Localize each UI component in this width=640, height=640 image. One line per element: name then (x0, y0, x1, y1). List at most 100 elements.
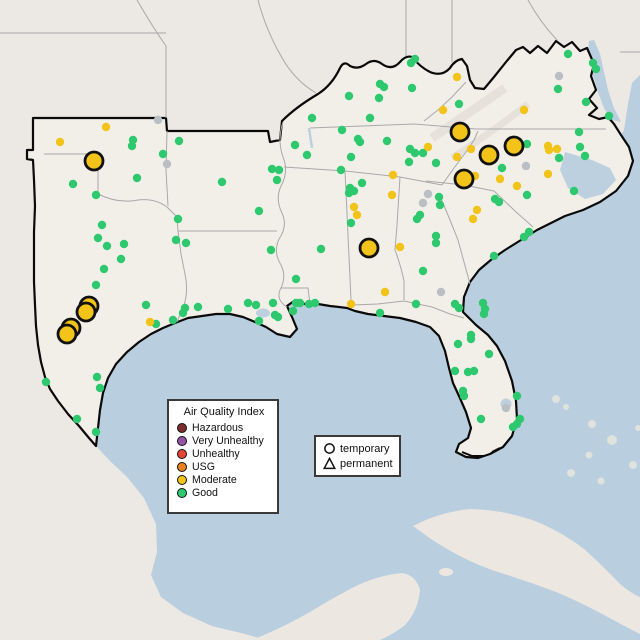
monitor-dot-good[interactable] (267, 164, 277, 174)
monitor-dot-moderate[interactable] (452, 152, 462, 162)
temporary-monitor-moderate[interactable] (75, 301, 97, 323)
temporary-monitor-moderate[interactable] (503, 135, 525, 157)
monitor-dot-good[interactable] (171, 235, 181, 245)
monitor-dot-good[interactable] (469, 366, 479, 376)
monitor-dot-good[interactable] (357, 178, 367, 188)
monitor-dot-good[interactable] (453, 339, 463, 349)
monitor-dot-good[interactable] (254, 316, 264, 326)
monitor-dot-good[interactable] (554, 153, 564, 163)
monitor-dot-good[interactable] (243, 298, 253, 308)
monitor-dot-good[interactable] (355, 137, 365, 147)
monitor-dot-good[interactable] (181, 238, 191, 248)
monitor-dot-good[interactable] (365, 113, 375, 123)
temporary-monitor-moderate[interactable] (449, 121, 471, 143)
monitor-dot-moderate[interactable] (512, 181, 522, 191)
monitor-dot-good[interactable] (450, 366, 460, 376)
temporary-monitor-moderate[interactable] (453, 168, 475, 190)
temporary-monitor-moderate[interactable] (358, 237, 380, 259)
monitor-dot-moderate[interactable] (544, 145, 554, 155)
monitor-dot-good[interactable] (375, 308, 385, 318)
monitor-dot-good[interactable] (344, 188, 354, 198)
monitor-dot-good[interactable] (522, 190, 532, 200)
monitor-dot-good[interactable] (95, 383, 105, 393)
monitor-dot-good[interactable] (254, 206, 264, 216)
monitor-markers[interactable] (41, 49, 614, 437)
monitor-dot-good[interactable] (93, 233, 103, 243)
monitor-dot-good[interactable] (411, 299, 421, 309)
monitor-dot-good[interactable] (569, 186, 579, 196)
monitor-dot-good[interactable] (435, 200, 445, 210)
monitor-dot-good[interactable] (91, 280, 101, 290)
monitor-dot-good[interactable] (466, 334, 476, 344)
monitor-dot-good[interactable] (431, 158, 441, 168)
monitor-dot-moderate[interactable] (452, 72, 462, 82)
monitor-dot-good[interactable] (72, 414, 82, 424)
monitor-dot-good[interactable] (431, 231, 441, 241)
monitor-dot-good[interactable] (494, 197, 504, 207)
monitor-dot-good[interactable] (410, 148, 420, 158)
monitor-dot-nodata[interactable] (162, 159, 172, 169)
monitor-dot-moderate[interactable] (55, 137, 65, 147)
monitor-dot-good[interactable] (418, 148, 428, 158)
monitor-dot-good[interactable] (92, 372, 102, 382)
monitor-dot-good[interactable] (302, 150, 312, 160)
monitor-dot-good[interactable] (268, 298, 278, 308)
monitor-dot-nodata[interactable] (153, 115, 163, 125)
monitor-dot-good[interactable] (379, 82, 389, 92)
monitor-dot-good[interactable] (512, 391, 522, 401)
monitor-dot-good[interactable] (295, 298, 305, 308)
monitor-dot-moderate[interactable] (552, 144, 562, 154)
monitor-dot-good[interactable] (344, 91, 354, 101)
monitor-dot-moderate[interactable] (387, 190, 397, 200)
monitor-dot-good[interactable] (91, 427, 101, 437)
monitor-dot-moderate[interactable] (472, 205, 482, 215)
monitor-dot-moderate[interactable] (101, 122, 111, 132)
monitor-dot-good[interactable] (346, 152, 356, 162)
monitor-dot-moderate[interactable] (466, 144, 476, 154)
monitor-dot-nodata[interactable] (521, 161, 531, 171)
monitor-dot-moderate[interactable] (438, 105, 448, 115)
monitor-dot-good[interactable] (180, 303, 190, 313)
monitor-dot-good[interactable] (479, 309, 489, 319)
monitor-dot-good[interactable] (97, 220, 107, 230)
monitor-dot-moderate[interactable] (543, 169, 553, 179)
monitor-dot-good[interactable] (374, 93, 384, 103)
monitor-dot-moderate[interactable] (495, 174, 505, 184)
monitor-dot-moderate[interactable] (346, 299, 356, 309)
monitor-dot-good[interactable] (307, 113, 317, 123)
monitor-dot-good[interactable] (575, 142, 585, 152)
temporary-monitor-moderate[interactable] (478, 144, 500, 166)
monitor-dot-good[interactable] (266, 245, 276, 255)
monitor-dot-good[interactable] (102, 241, 112, 251)
monitor-dot-moderate[interactable] (519, 105, 529, 115)
monitor-dot-good[interactable] (168, 315, 178, 325)
monitor-dot-good[interactable] (337, 125, 347, 135)
monitor-dot-good[interactable] (476, 414, 486, 424)
monitor-dot-good[interactable] (158, 149, 168, 159)
monitor-dot-nodata[interactable] (554, 71, 564, 81)
monitor-dot-good[interactable] (407, 83, 417, 93)
monitor-dot-good[interactable] (290, 140, 300, 150)
monitor-dot-nodata[interactable] (501, 403, 511, 413)
monitor-dot-good[interactable] (489, 251, 499, 261)
monitor-dot-good[interactable] (336, 165, 346, 175)
temporary-monitor-moderate[interactable] (56, 323, 78, 345)
monitor-dot-good[interactable] (522, 139, 532, 149)
monitor-dot-good[interactable] (553, 84, 563, 94)
monitor-dot-nodata[interactable] (436, 287, 446, 297)
monitor-dot-good[interactable] (310, 298, 320, 308)
monitor-dot-good[interactable] (581, 97, 591, 107)
monitor-dot-moderate[interactable] (145, 317, 155, 327)
monitor-dot-moderate[interactable] (352, 210, 362, 220)
monitor-dot-good[interactable] (454, 303, 464, 313)
monitor-dot-good[interactable] (132, 173, 142, 183)
monitor-dot-good[interactable] (251, 300, 261, 310)
monitor-dot-nodata[interactable] (418, 198, 428, 208)
monitor-dot-moderate[interactable] (349, 202, 359, 212)
monitor-dot-good[interactable] (223, 304, 233, 314)
monitor-dot-good[interactable] (604, 111, 614, 121)
monitor-dot-good[interactable] (382, 136, 392, 146)
monitor-dot-good[interactable] (274, 165, 284, 175)
monitor-dot-good[interactable] (412, 214, 422, 224)
monitor-dot-good[interactable] (99, 264, 109, 274)
